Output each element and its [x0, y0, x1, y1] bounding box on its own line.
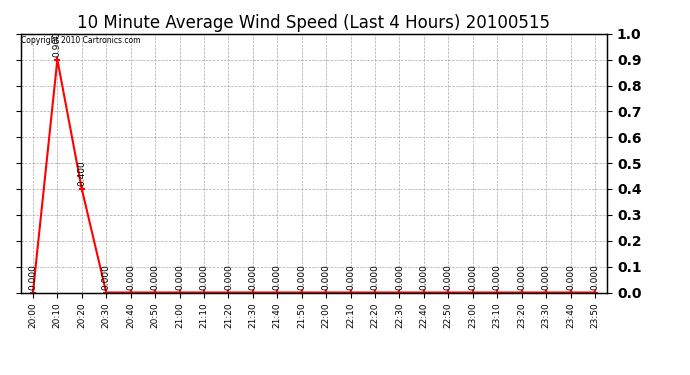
Text: 0.900: 0.900	[53, 31, 62, 57]
Text: Copyright 2010 Cartronics.com: Copyright 2010 Cartronics.com	[21, 36, 141, 45]
Text: 0.000: 0.000	[566, 264, 575, 290]
Text: 0.000: 0.000	[322, 264, 331, 290]
Title: 10 Minute Average Wind Speed (Last 4 Hours) 20100515: 10 Minute Average Wind Speed (Last 4 Hou…	[77, 14, 551, 32]
Text: 0.000: 0.000	[395, 264, 404, 290]
Text: 0.000: 0.000	[126, 264, 135, 290]
Text: 0.000: 0.000	[346, 264, 355, 290]
Text: 0.000: 0.000	[175, 264, 184, 290]
Text: 0.000: 0.000	[371, 264, 380, 290]
Text: 0.000: 0.000	[444, 264, 453, 290]
Text: 0.000: 0.000	[469, 264, 477, 290]
Text: 0.000: 0.000	[199, 264, 208, 290]
Text: 0.400: 0.400	[77, 160, 86, 186]
Text: 0.000: 0.000	[420, 264, 428, 290]
Text: 0.000: 0.000	[518, 264, 526, 290]
Text: 0.000: 0.000	[248, 264, 257, 290]
Text: 0.000: 0.000	[273, 264, 282, 290]
Text: 0.000: 0.000	[224, 264, 233, 290]
Text: 0.000: 0.000	[28, 264, 37, 290]
Text: 0.000: 0.000	[591, 264, 600, 290]
Text: 0.000: 0.000	[101, 264, 110, 290]
Text: 0.000: 0.000	[297, 264, 306, 290]
Text: 0.000: 0.000	[150, 264, 159, 290]
Text: 0.000: 0.000	[542, 264, 551, 290]
Text: 0.000: 0.000	[493, 264, 502, 290]
